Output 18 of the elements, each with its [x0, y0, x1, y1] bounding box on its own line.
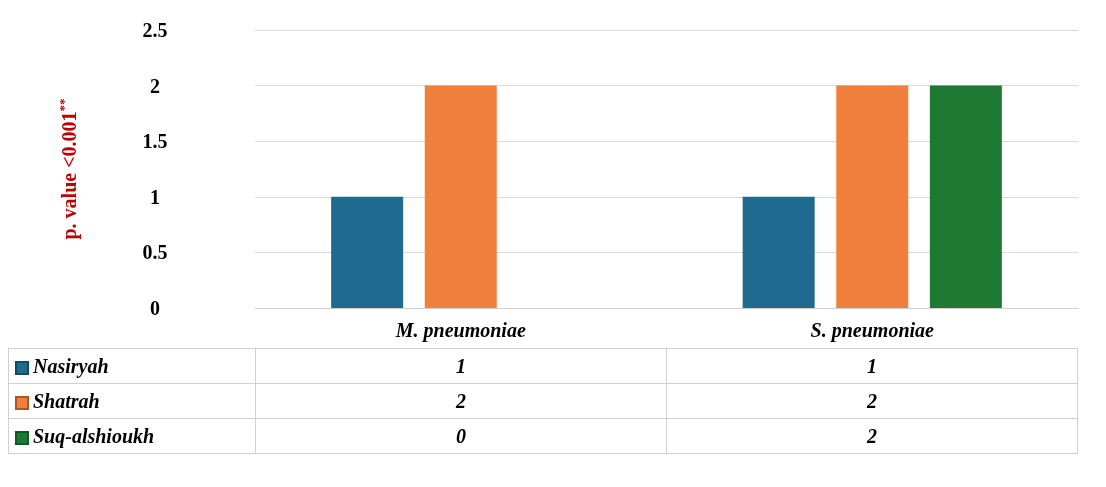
y-tick-label: 1.5: [142, 130, 168, 153]
data-label: 2: [255, 383, 667, 419]
data-label: 0: [255, 418, 667, 454]
y-tick-label: 0: [150, 297, 160, 319]
y-tick-label: 1: [150, 185, 160, 208]
y-axis-title: p. value <0.001**: [56, 98, 81, 240]
legend-label: Nasiryah: [8, 348, 256, 384]
x-tick-label: M. pneumoniae: [394, 319, 526, 342]
x-tick-label: S. pneumoniae: [810, 319, 935, 342]
data-label: 1: [666, 348, 1078, 384]
y-tick-label: 0.5: [142, 241, 168, 264]
y-tick-label: 2: [150, 74, 160, 97]
data-label: 2: [666, 383, 1078, 419]
y-tick-label: 2.5: [142, 19, 168, 41]
data-label: 1: [255, 348, 667, 384]
data-label: 2: [666, 418, 1078, 454]
legend-label: Suq-alshioukh: [8, 418, 256, 454]
legend-label: Shatrah: [8, 383, 256, 419]
